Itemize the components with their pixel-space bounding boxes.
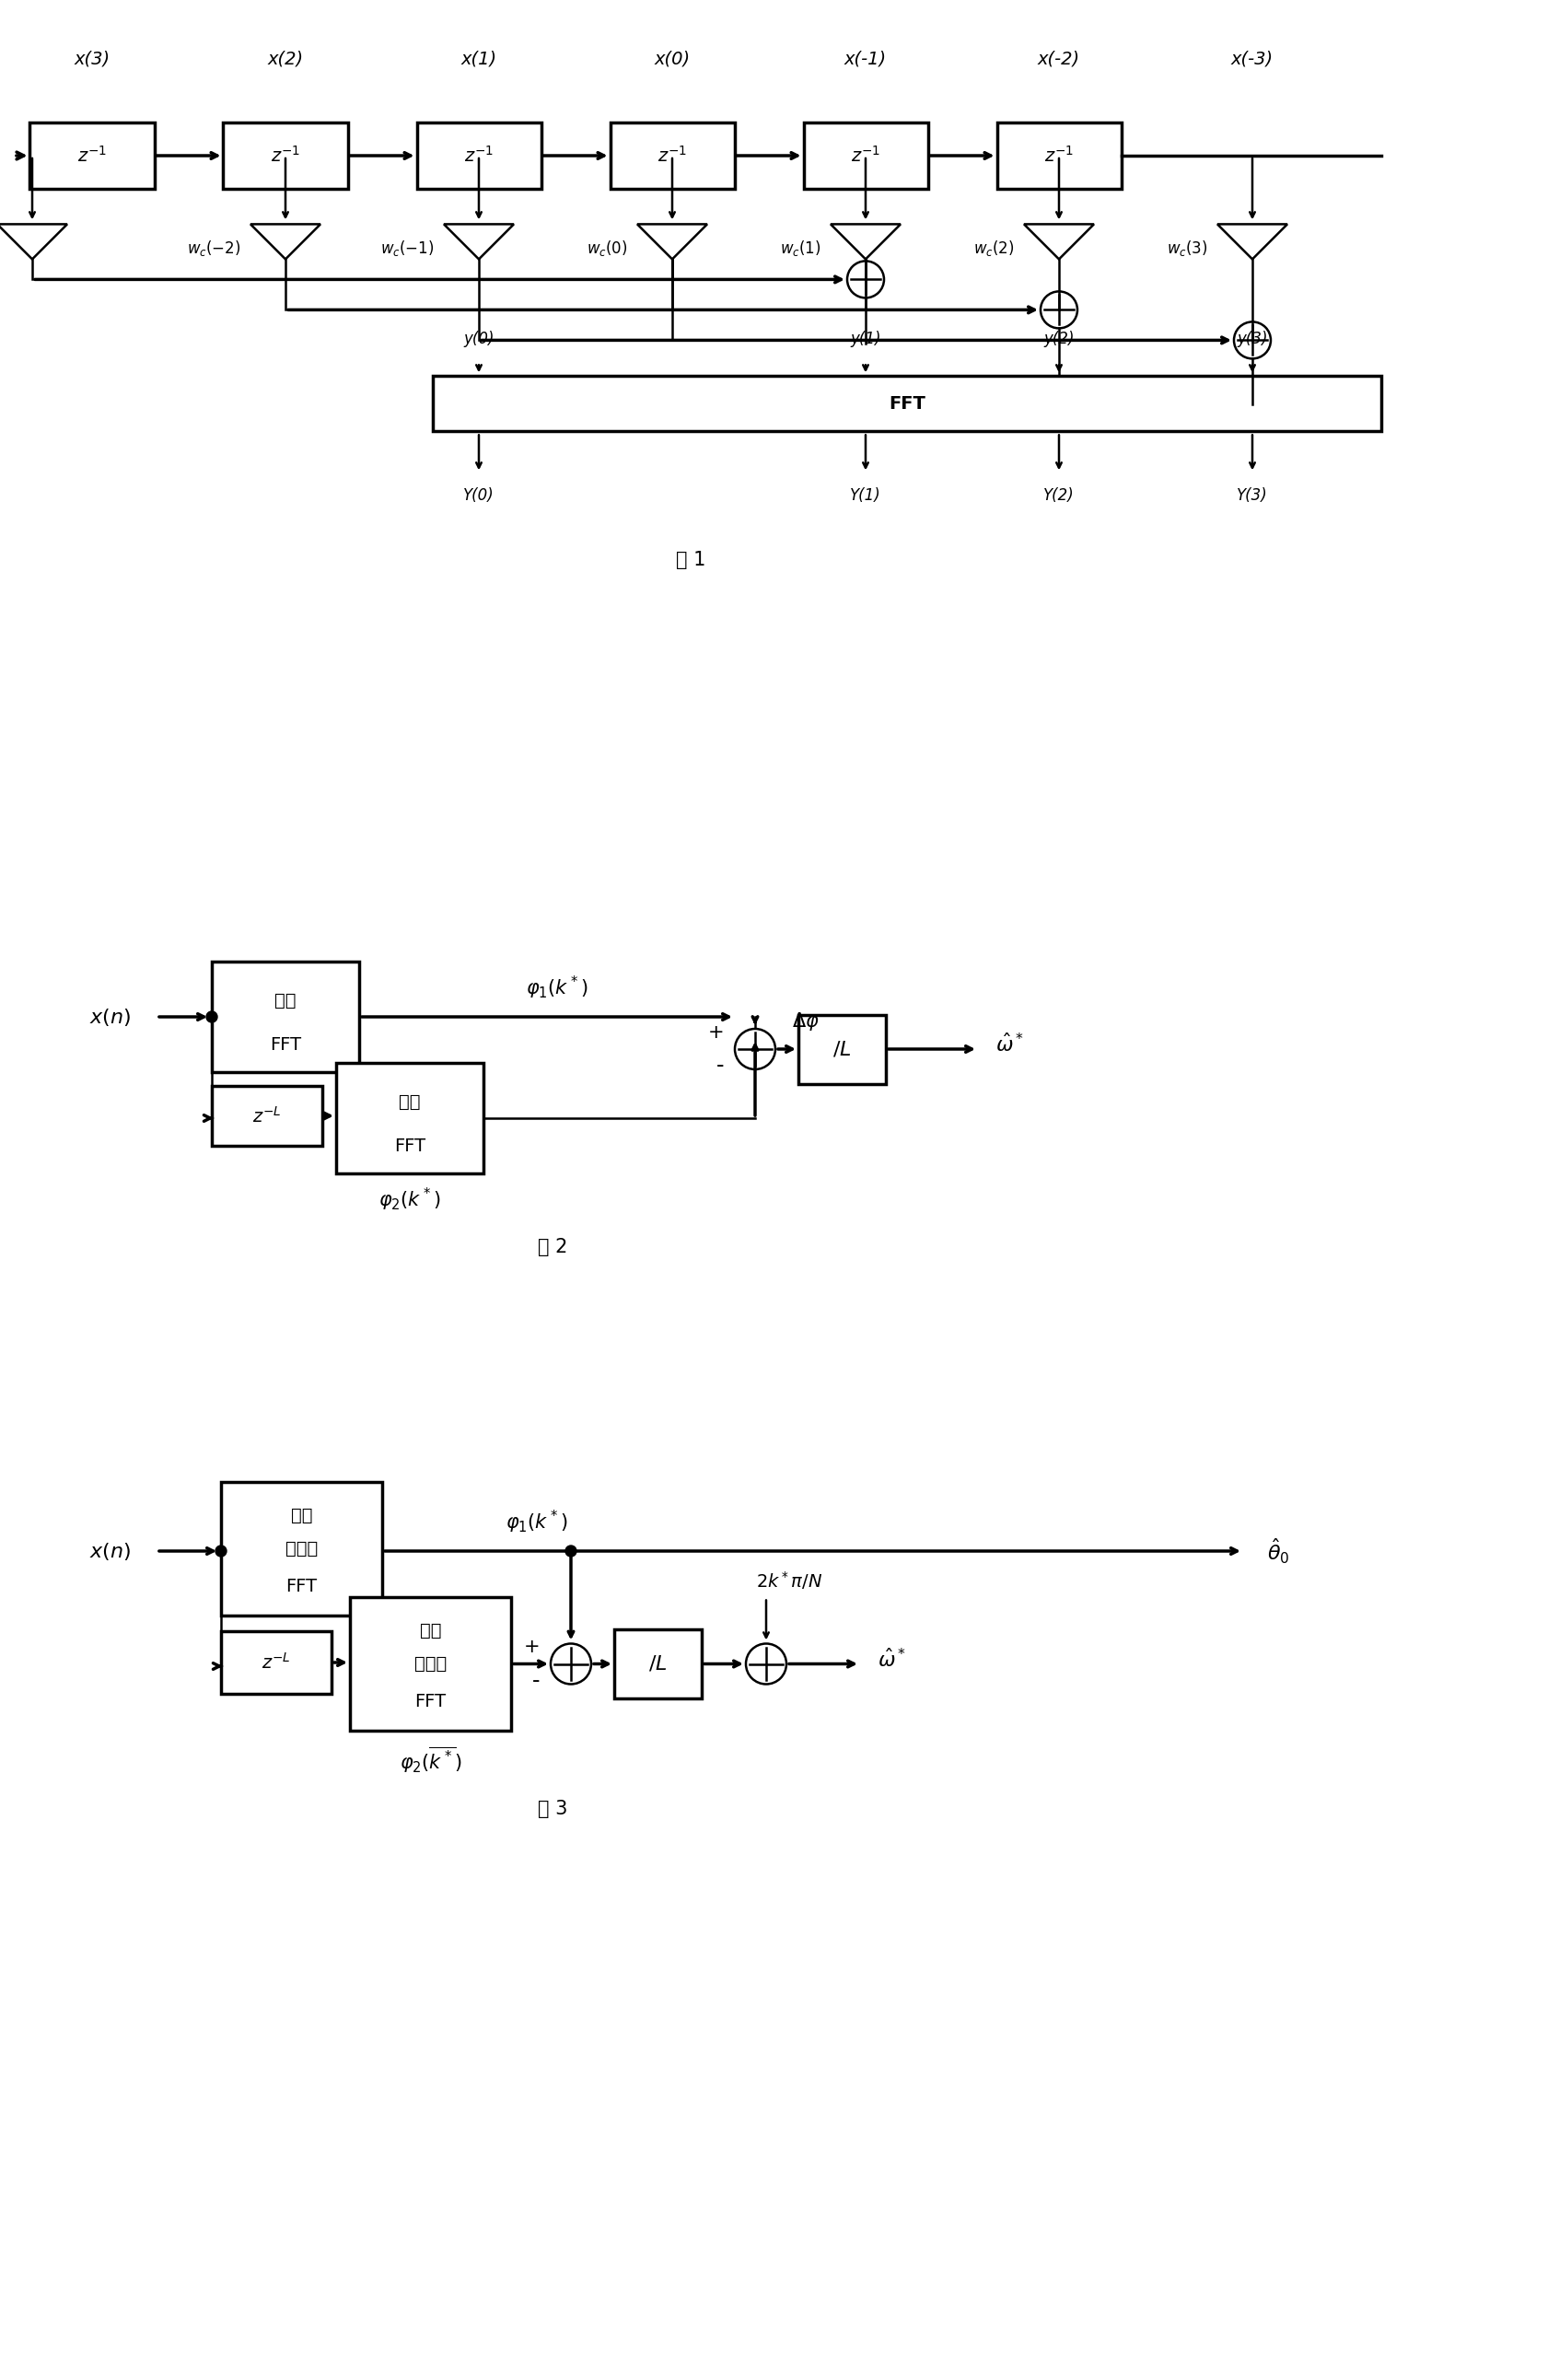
Text: $z^{-1}$: $z^{-1}$ — [1045, 145, 1074, 167]
Text: $\varphi_2(k^*)$: $\varphi_2(k^*)$ — [379, 1185, 441, 1214]
Text: $2k^*\pi/N$: $2k^*\pi/N$ — [756, 1571, 823, 1592]
Text: FFT: FFT — [415, 1692, 446, 1709]
Text: $\Delta\varphi$: $\Delta\varphi$ — [792, 1012, 820, 1033]
Text: $z^{-1}$: $z^{-1}$ — [78, 145, 108, 167]
Text: x(3): x(3) — [75, 50, 111, 67]
Bar — [337, 1064, 483, 1173]
Text: 全相位: 全相位 — [415, 1654, 447, 1673]
Text: $z^{-1}$: $z^{-1}$ — [465, 145, 494, 167]
Bar — [349, 1597, 511, 1730]
Text: 图 1: 图 1 — [675, 552, 706, 569]
Text: $w_c(1)$: $w_c(1)$ — [781, 238, 822, 259]
Text: $\varphi_1(k^*)$: $\varphi_1(k^*)$ — [525, 973, 588, 1002]
Bar — [416, 121, 541, 188]
Text: Y(1): Y(1) — [850, 488, 881, 505]
Text: x(2): x(2) — [268, 50, 304, 67]
Bar — [610, 121, 734, 188]
Circle shape — [215, 1545, 226, 1557]
Text: 图 3: 图 3 — [538, 1799, 567, 1818]
Text: $\varphi_2(\overline{k^*})$: $\varphi_2(\overline{k^*})$ — [399, 1745, 461, 1775]
Text: x(0): x(0) — [655, 50, 691, 67]
Text: $\hat{\theta}_0$: $\hat{\theta}_0$ — [1267, 1537, 1289, 1566]
Bar — [212, 1085, 323, 1145]
Text: y(0): y(0) — [463, 331, 494, 347]
Text: $z^{-1}$: $z^{-1}$ — [851, 145, 881, 167]
Text: x(-2): x(-2) — [1038, 50, 1080, 67]
Text: $z^{-1}$: $z^{-1}$ — [658, 145, 688, 167]
Text: x(-1): x(-1) — [845, 50, 887, 67]
Text: +: + — [524, 1637, 539, 1656]
Text: x(-3): x(-3) — [1232, 50, 1274, 67]
Circle shape — [566, 1545, 577, 1557]
Bar — [996, 121, 1121, 188]
Text: FFT: FFT — [394, 1138, 426, 1154]
Text: $z^{-L}$: $z^{-L}$ — [253, 1107, 282, 1126]
Text: 加窗: 加窗 — [399, 1092, 421, 1111]
Text: FFT: FFT — [270, 1035, 301, 1054]
Text: $w_c(-1)$: $w_c(-1)$ — [380, 238, 435, 259]
Text: y(1): y(1) — [850, 331, 881, 347]
Text: y(3): y(3) — [1236, 331, 1267, 347]
Bar — [433, 376, 1381, 431]
Text: y(2): y(2) — [1043, 331, 1074, 347]
Text: 图 2: 图 2 — [538, 1238, 567, 1257]
Text: $w_c(0)$: $w_c(0)$ — [586, 238, 628, 259]
Text: $x(n)$: $x(n)$ — [90, 1007, 131, 1028]
Bar — [223, 121, 348, 188]
Text: +: + — [708, 1023, 723, 1042]
Text: 双窗: 双窗 — [419, 1621, 441, 1640]
Text: $/L$: $/L$ — [833, 1040, 851, 1059]
Text: Y(2): Y(2) — [1043, 488, 1074, 505]
Text: 全相位: 全相位 — [285, 1540, 318, 1557]
Bar — [221, 1630, 332, 1695]
Text: $w_c(-2)$: $w_c(-2)$ — [187, 238, 242, 259]
Bar — [30, 121, 154, 188]
Text: 加窗: 加窗 — [274, 992, 296, 1009]
Circle shape — [206, 1012, 217, 1023]
Text: Y(3): Y(3) — [1236, 488, 1267, 505]
Text: FFT: FFT — [889, 395, 926, 412]
Text: $\hat{\omega}^*$: $\hat{\omega}^*$ — [996, 1033, 1024, 1057]
Bar — [798, 1014, 886, 1083]
Text: $\varphi_1(k^*)$: $\varphi_1(k^*)$ — [505, 1509, 567, 1535]
Text: $/L$: $/L$ — [649, 1654, 667, 1673]
Bar — [221, 1483, 382, 1616]
Text: $w_c(3)$: $w_c(3)$ — [1168, 238, 1208, 259]
Text: -: - — [532, 1668, 539, 1692]
Text: $\hat{\omega}^*$: $\hat{\omega}^*$ — [878, 1647, 907, 1671]
Text: $z^{-1}$: $z^{-1}$ — [271, 145, 301, 167]
Text: $z^{-L}$: $z^{-L}$ — [262, 1652, 290, 1673]
Bar — [803, 121, 928, 188]
Text: -: - — [716, 1054, 723, 1076]
Bar — [614, 1630, 702, 1699]
Text: Y(0): Y(0) — [463, 488, 494, 505]
Text: $w_c(2)$: $w_c(2)$ — [974, 238, 1015, 259]
Text: FFT: FFT — [285, 1578, 318, 1595]
Text: 双窗: 双窗 — [292, 1507, 312, 1523]
Text: x(1): x(1) — [461, 50, 497, 67]
Text: $x(n)$: $x(n)$ — [90, 1540, 131, 1561]
Bar — [212, 962, 359, 1071]
